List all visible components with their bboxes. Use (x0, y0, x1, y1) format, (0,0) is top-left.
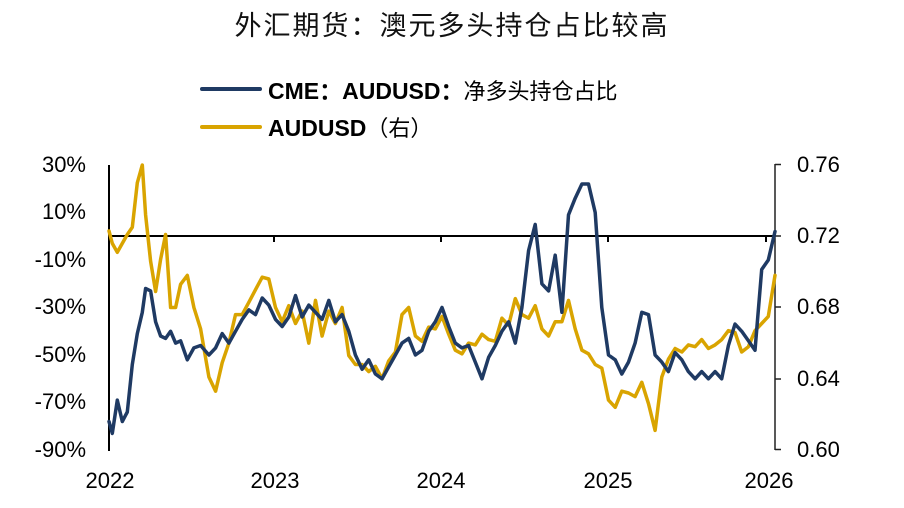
left-tick: 30% (41, 152, 86, 177)
right-tick: 0.64 (797, 366, 840, 391)
x-tick: 2026 (744, 468, 794, 493)
right-tick: 0.72 (797, 223, 840, 248)
left-tick: -10% (34, 247, 86, 272)
audusd-line (107, 163, 777, 433)
chart-title: 外汇期货：澳元多头持仓占比较高 (234, 11, 670, 42)
x-tick: 2023 (250, 468, 300, 493)
left-tick: -90% (34, 437, 86, 462)
legend: CME：AUDUSD：净多头持仓占比 AUDUSD（右） (200, 70, 618, 146)
right-tick: 0.76 (797, 152, 840, 177)
right-axis-ticks (775, 163, 781, 451)
right-tick: 0.68 (797, 294, 840, 319)
legend-label-net-long: CME：AUDUSD：净多头持仓占比 (268, 78, 618, 105)
legend-swatch-audusd (200, 125, 262, 129)
legend-label-audusd: AUDUSD（右） (268, 115, 433, 142)
x-tick: 2022 (85, 468, 135, 493)
x-axis-ticks (273, 236, 767, 242)
x-tick: 2024 (416, 468, 466, 493)
left-tick: -30% (34, 294, 86, 319)
right-tick: 0.60 (797, 437, 840, 462)
left-tick: 10% (41, 199, 86, 224)
x-tick: 2025 (583, 468, 633, 493)
left-tick: -50% (34, 342, 86, 367)
left-tick: -70% (34, 389, 86, 414)
legend-swatch-net-long (200, 87, 262, 91)
net-long-line (107, 182, 777, 436)
legend-item-net-long: CME：AUDUSD：净多头持仓占比 (200, 70, 618, 108)
legend-item-audusd: AUDUSD（右） (200, 108, 618, 146)
